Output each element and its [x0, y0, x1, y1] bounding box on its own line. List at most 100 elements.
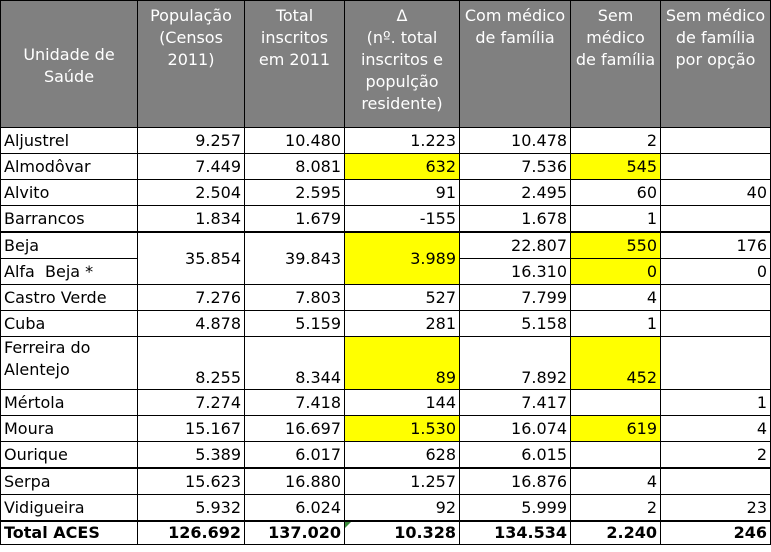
header-delta: Δ (nº. total inscritos e populção reside…	[344, 0, 460, 128]
cell-pop: 5.932	[137, 494, 245, 522]
cell-pop-total: 126.692	[137, 520, 245, 545]
cell-sem	[570, 389, 661, 416]
cell-sem	[570, 441, 661, 469]
cell-opc: 0	[660, 258, 771, 285]
cell-delta-highlight: 89	[344, 336, 460, 390]
cell-delta: 144	[344, 389, 460, 416]
cell-com: 1.678	[459, 205, 571, 233]
cell-opc	[660, 467, 771, 495]
cell-delta: -155	[344, 205, 460, 233]
header-com-medico: Com médico de família	[459, 0, 571, 128]
header-delta-symbol: Δ	[396, 6, 408, 25]
cell-name: Alvito	[0, 179, 138, 206]
header-inscritos: Total inscritos em 2011	[244, 0, 345, 128]
cell-delta: 91	[344, 179, 460, 206]
cell-opc: 40	[660, 179, 771, 206]
cell-name: Mértola	[0, 389, 138, 416]
cell-name: Ourique	[0, 441, 138, 469]
cell-name: Alfa Beja *	[0, 258, 138, 285]
cell-ins: 39.843	[244, 231, 345, 285]
header-delta-desc: (nº. total inscritos e populção resident…	[360, 28, 444, 113]
cell-pop: 2.504	[137, 179, 245, 206]
cell-opc	[660, 153, 771, 180]
cell-pop: 4.878	[137, 310, 245, 337]
cell-ins-total: 137.020	[244, 520, 345, 545]
cell-delta-highlight: 1.530	[344, 415, 460, 442]
cell-ins: 16.697	[244, 415, 345, 442]
cell-com: 16.074	[459, 415, 571, 442]
cell-ins: 7.418	[244, 389, 345, 416]
cell-name: Moura	[0, 415, 138, 442]
cell-pop: 15.623	[137, 467, 245, 495]
cell-ins: 16.880	[244, 467, 345, 495]
cell-com: 5.999	[459, 494, 571, 522]
table-row: Serpa 15.623 16.880 1.257 16.876 4	[0, 467, 771, 495]
cell-delta-highlight: 632	[344, 153, 460, 180]
cell-opc	[660, 310, 771, 337]
table-row: Castro Verde 7.276 7.803 527 7.799 4	[0, 284, 771, 311]
cell-sem-highlight: 619	[570, 415, 661, 442]
cell-pop: 7.449	[137, 153, 245, 180]
header-row: Unidade de Saúde População (Censos 2011)…	[0, 0, 771, 128]
table-row: Mértola 7.274 7.418 144 7.417 1	[0, 389, 771, 416]
table-row: Cuba 4.878 5.159 281 5.158 1	[0, 310, 771, 337]
cell-com: 16.310	[459, 258, 571, 285]
table-row: Ourique 5.389 6.017 628 6.015 2	[0, 441, 771, 469]
cell-name-total: Total ACES	[0, 520, 138, 545]
cell-pop: 35.854	[137, 231, 245, 285]
cell-opc-total: 246	[660, 520, 771, 545]
cell-name: Cuba	[0, 310, 138, 337]
table-row: Aljustrel 9.257 10.480 1.223 10.478 2	[0, 127, 771, 154]
cell-sem: 1	[570, 205, 661, 233]
cell-sem-highlight: 550	[570, 231, 661, 259]
cell-opc: 176	[660, 231, 771, 259]
cell-delta-highlight: 3.989	[344, 231, 460, 285]
cell-name: Beja	[0, 231, 138, 259]
cell-sem: 2	[570, 127, 661, 154]
cell-pop: 9.257	[137, 127, 245, 154]
cell-com: 7.799	[459, 284, 571, 311]
cell-com-total: 134.534	[459, 520, 571, 545]
cell-com: 7.536	[459, 153, 571, 180]
header-populacao: População (Censos 2011)	[137, 0, 245, 128]
cell-opc	[660, 336, 771, 390]
cell-com: 5.158	[459, 310, 571, 337]
cell-ins: 6.017	[244, 441, 345, 469]
cell-opc: 2	[660, 441, 771, 469]
cell-delta: 527	[344, 284, 460, 311]
cell-opc	[660, 127, 771, 154]
cell-ins: 6.024	[244, 494, 345, 522]
cell-sem-highlight: 452	[570, 336, 661, 390]
cell-pop: 15.167	[137, 415, 245, 442]
cell-com: 7.417	[459, 389, 571, 416]
cell-sem: 60	[570, 179, 661, 206]
table-row: Almodôvar 7.449 8.081 632 7.536 545	[0, 153, 771, 180]
cell-delta: 1.257	[344, 467, 460, 495]
cell-sem: 4	[570, 467, 661, 495]
cell-pop: 8.255	[137, 336, 245, 390]
cell-opc: 1	[660, 389, 771, 416]
cell-com: 2.495	[459, 179, 571, 206]
total-row: Total ACES 126.692 137.020 10.328 134.53…	[0, 520, 771, 545]
cell-opc	[660, 284, 771, 311]
cell-pop: 5.389	[137, 441, 245, 469]
cell-ins: 8.344	[244, 336, 345, 390]
cell-ins: 10.480	[244, 127, 345, 154]
cell-sem: 2	[570, 494, 661, 522]
cell-sem: 1	[570, 310, 661, 337]
cell-com: 7.892	[459, 336, 571, 390]
cell-pop: 7.276	[137, 284, 245, 311]
cell-name: Serpa	[0, 467, 138, 495]
cell-delta: 281	[344, 310, 460, 337]
cell-name: Aljustrel	[0, 127, 138, 154]
header-unidade: Unidade de Saúde	[0, 0, 138, 128]
table-row: Barrancos 1.834 1.679 -155 1.678 1	[0, 205, 771, 233]
cell-opc: 4	[660, 415, 771, 442]
cell-sem-total: 2.240	[570, 520, 661, 545]
table-row: Alfa Beja * 16.310 0 0	[0, 258, 771, 285]
cell-name: Vidigueira	[0, 494, 138, 522]
cell-opc	[660, 205, 771, 233]
cell-delta: 628	[344, 441, 460, 469]
cell-name: Ferreira do Alentejo	[0, 336, 138, 390]
